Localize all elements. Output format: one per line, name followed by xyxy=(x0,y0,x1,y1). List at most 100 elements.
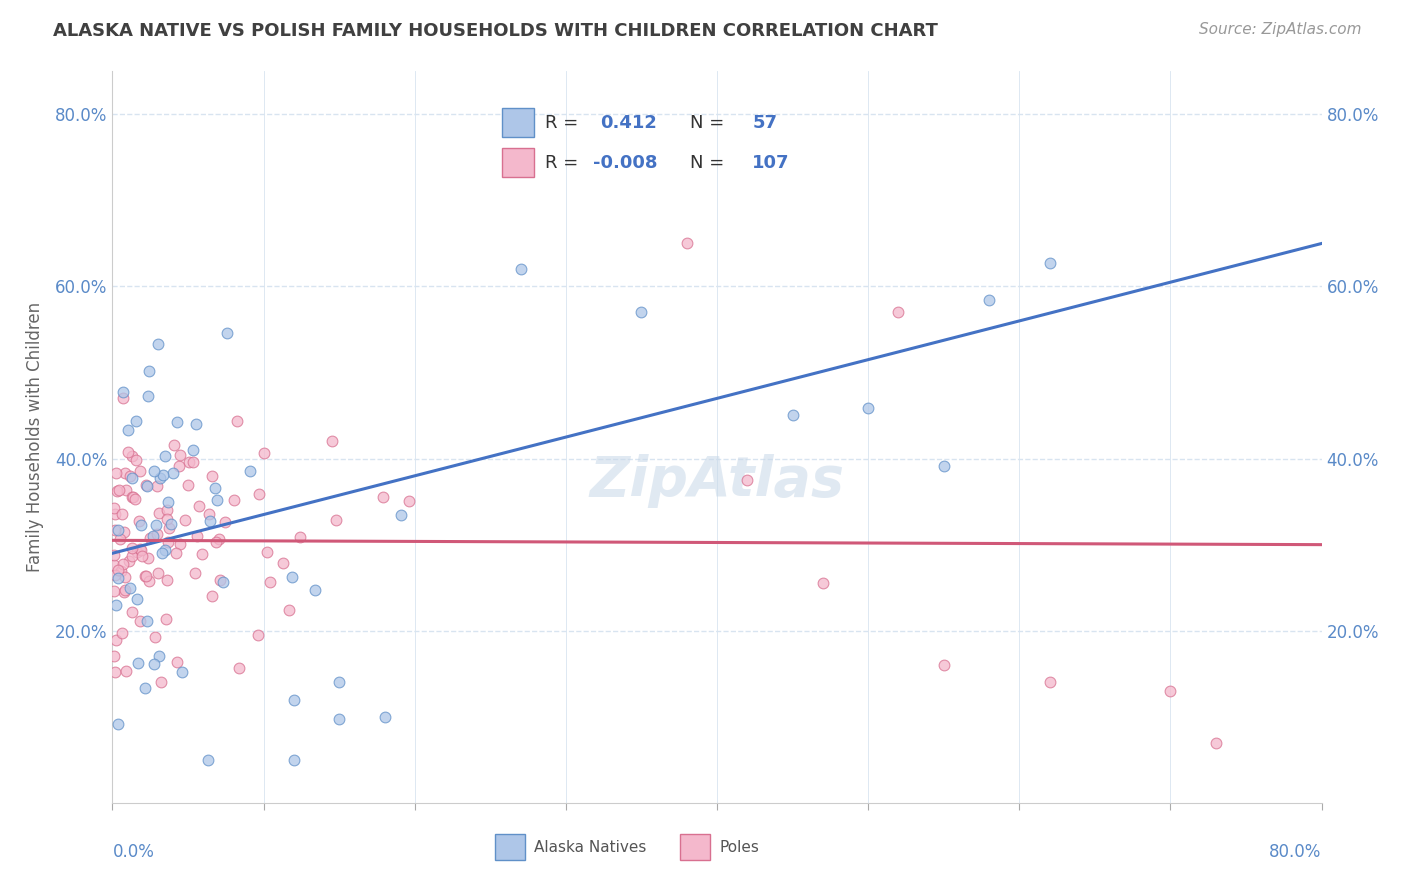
Point xyxy=(114,483,136,497)
Point xyxy=(290,530,312,544)
Point xyxy=(271,556,294,570)
Point xyxy=(163,438,186,452)
Point xyxy=(321,434,343,448)
Point xyxy=(157,495,180,509)
Point xyxy=(153,450,176,464)
Point xyxy=(121,549,143,563)
Point xyxy=(105,483,128,498)
Point xyxy=(226,414,249,428)
Point xyxy=(1038,675,1062,690)
Point xyxy=(134,681,156,695)
Point xyxy=(112,585,135,599)
Point xyxy=(328,712,350,726)
Point xyxy=(214,515,236,529)
Point xyxy=(124,452,146,467)
Point xyxy=(932,458,955,473)
Text: ZipAtlas: ZipAtlas xyxy=(589,454,845,508)
Point xyxy=(222,493,245,508)
Point xyxy=(131,549,153,564)
Point xyxy=(121,541,143,555)
Point xyxy=(138,574,160,588)
Point xyxy=(148,648,170,663)
Point xyxy=(246,628,269,642)
Point xyxy=(107,571,129,585)
Point xyxy=(112,558,135,572)
Point xyxy=(107,523,129,537)
Point xyxy=(129,614,152,628)
Point xyxy=(112,392,135,406)
Point xyxy=(149,674,172,689)
Point xyxy=(247,487,270,501)
Point xyxy=(107,716,129,731)
Point xyxy=(198,514,221,528)
Point xyxy=(146,479,169,493)
Text: Source: ZipAtlas.com: Source: ZipAtlas.com xyxy=(1198,22,1361,37)
Point xyxy=(207,493,229,508)
Point xyxy=(152,468,174,483)
Point xyxy=(179,455,201,469)
Y-axis label: Family Households with Children: Family Households with Children xyxy=(25,302,44,572)
Point xyxy=(128,514,150,528)
Point xyxy=(283,753,305,767)
Point xyxy=(114,467,136,481)
Point xyxy=(979,293,1001,308)
Point xyxy=(374,710,396,724)
Point xyxy=(121,490,143,504)
Point xyxy=(259,574,281,589)
Point xyxy=(117,444,139,458)
Point xyxy=(104,523,127,537)
Point xyxy=(110,564,132,578)
Point xyxy=(389,508,412,522)
Point xyxy=(204,534,226,549)
Point xyxy=(278,602,301,616)
Point xyxy=(156,512,179,526)
Point xyxy=(153,543,176,558)
Point xyxy=(858,401,880,415)
Point xyxy=(129,542,152,557)
Point xyxy=(138,364,160,378)
Point xyxy=(128,464,150,478)
Point xyxy=(103,507,125,521)
Point xyxy=(146,526,169,541)
Point xyxy=(280,569,302,583)
Point xyxy=(198,507,221,521)
Point xyxy=(228,661,250,675)
Point xyxy=(197,753,219,767)
Point xyxy=(167,458,190,473)
Point xyxy=(166,655,188,669)
Point xyxy=(184,417,207,432)
Point xyxy=(135,614,157,628)
Point xyxy=(136,389,159,403)
Point xyxy=(184,566,207,580)
Point xyxy=(104,665,127,679)
Point xyxy=(125,592,148,607)
Point xyxy=(177,477,200,491)
Point xyxy=(253,446,276,460)
Point xyxy=(932,658,955,673)
Point xyxy=(204,481,226,495)
Point xyxy=(111,508,134,522)
Point xyxy=(118,581,141,595)
Point xyxy=(149,471,172,485)
Text: 80.0%: 80.0% xyxy=(1270,843,1322,861)
Point xyxy=(782,408,804,422)
Point xyxy=(325,513,347,527)
Point xyxy=(105,466,128,480)
Point xyxy=(135,569,157,583)
Point xyxy=(110,532,132,546)
Point xyxy=(737,474,759,488)
Point xyxy=(156,503,179,517)
Point xyxy=(103,500,125,515)
Point xyxy=(127,657,149,671)
Point xyxy=(183,443,205,458)
Point xyxy=(111,626,134,640)
Point xyxy=(103,549,125,563)
Point xyxy=(112,385,135,400)
Text: ALASKA NATIVE VS POLISH FAMILY HOUSEHOLDS WITH CHILDREN CORRELATION CHART: ALASKA NATIVE VS POLISH FAMILY HOUSEHOLD… xyxy=(53,22,938,40)
Point xyxy=(328,675,350,690)
Point xyxy=(125,414,148,428)
Point xyxy=(201,589,224,603)
Point xyxy=(811,576,834,591)
Point xyxy=(129,518,152,533)
Point xyxy=(188,500,211,514)
